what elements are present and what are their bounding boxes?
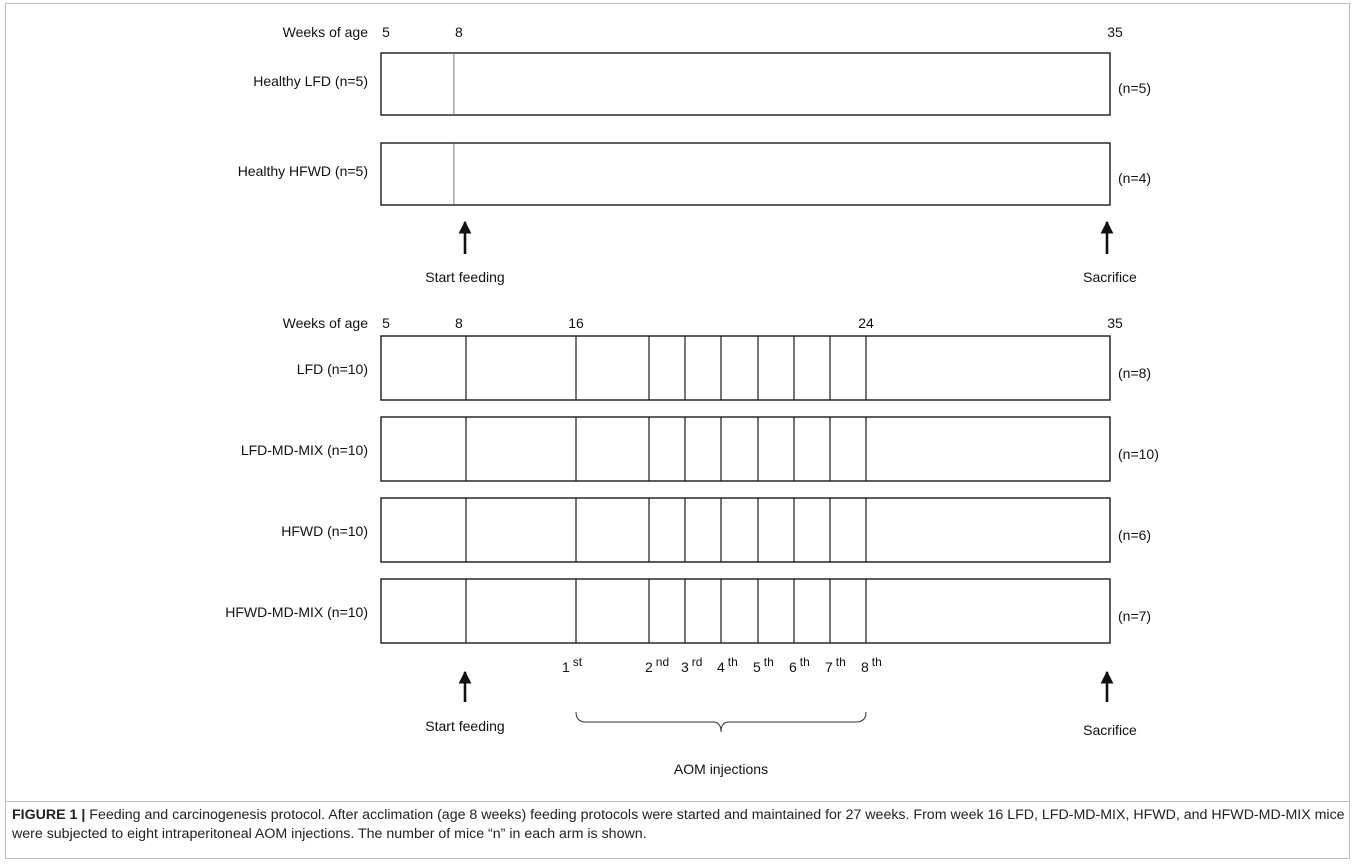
- injection-brace: [575, 711, 867, 733]
- top-axis-label: Weeks of age: [283, 24, 369, 40]
- protocol-diagram: Weeks of age 5 8 35 Healthy LFD (n=5) (n=5) He…: [225, 24, 1159, 777]
- top-timeline-bar: [380, 52, 1111, 116]
- bottom-row-label: LFD (n=10): [297, 361, 368, 377]
- bottom-row-label: LFD-MD-MIX (n=10): [241, 442, 368, 458]
- top-tick-label-35: 35: [1107, 24, 1123, 40]
- top-row-label: Healthy LFD (n=5): [253, 73, 368, 89]
- bottom-timeline-bar: [380, 578, 1111, 644]
- bottom-axis-label: Weeks of age: [283, 315, 369, 331]
- bottom-timeline-bar: [380, 416, 1111, 482]
- top-row-label: Healthy HFWD (n=5): [238, 163, 368, 179]
- bottom-tick-label-5: 5: [382, 315, 390, 331]
- bottom-row-label: HFWD (n=10): [281, 523, 368, 539]
- bottom-row-label: HFWD-MD-MIX (n=10): [225, 604, 368, 620]
- start-feeding-label: Start feeding: [425, 269, 504, 285]
- bottom-row-end-count: (n=8): [1118, 365, 1151, 381]
- bottom-tick-label-35: 35: [1107, 315, 1123, 331]
- bottom-row-end-count: (n=6): [1118, 527, 1151, 543]
- figure-caption: FIGURE 1 | Feeding and carcinogenesis pr…: [12, 806, 1347, 844]
- aom-injections-label: AOM injections: [674, 761, 768, 777]
- top-row-end-count: (n=5): [1118, 80, 1151, 96]
- sacrifice-label-bottom: Sacrifice: [1083, 722, 1137, 738]
- bottom-tick-label-16: 16: [568, 315, 584, 331]
- bottom-timeline-bar: [380, 335, 1111, 401]
- top-tick-label-8: 8: [455, 24, 463, 40]
- caption-title: FIGURE 1 |: [12, 807, 86, 823]
- sacrifice-label: Sacrifice: [1083, 269, 1137, 285]
- bottom-tick-label-24: 24: [858, 315, 874, 331]
- caption-text: Feeding and carcinogenesis protocol. Aft…: [12, 807, 1345, 842]
- caption-divider: [5, 801, 1350, 802]
- bottom-tick-label-8: 8: [455, 315, 463, 331]
- figure-frame: [5, 3, 1350, 859]
- bottom-row-end-count: (n=10): [1118, 446, 1159, 462]
- top-timeline-bar: [380, 142, 1111, 206]
- top-tick-label-5: 5: [382, 24, 390, 40]
- top-row-end-count: (n=4): [1118, 170, 1151, 186]
- start-feeding-label-bottom: Start feeding: [425, 718, 504, 734]
- bottom-row-end-count: (n=7): [1118, 608, 1151, 624]
- bottom-timeline-bar: [380, 497, 1111, 563]
